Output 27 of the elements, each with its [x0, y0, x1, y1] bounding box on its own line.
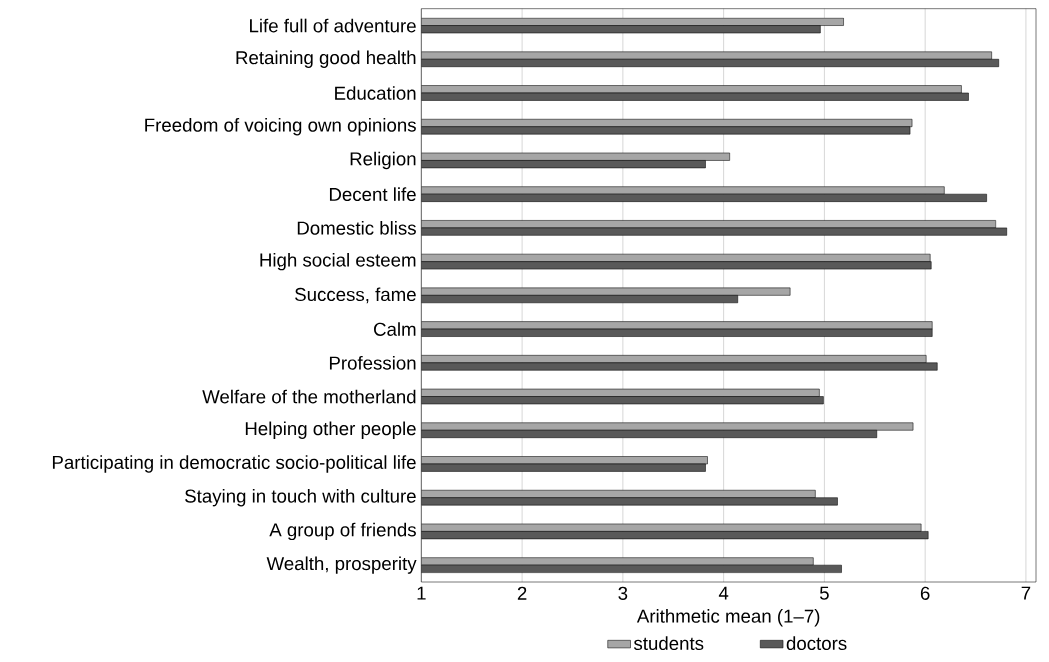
x-axis-title: Arithmetic mean (1–7): [636, 609, 820, 627]
y-tick-label: Participating in democratic socio-political life: [52, 455, 416, 473]
y-tick-label: Religion: [350, 151, 416, 170]
y-tick-label: Calm: [374, 322, 416, 336]
y-tick-label: Domestic bliss: [297, 221, 416, 235]
y-tick-label: Decent life: [329, 187, 416, 202]
x-tick-label: 5: [819, 586, 829, 600]
y-tick-label: Education: [335, 86, 416, 100]
legend-label: doctors: [786, 636, 847, 651]
y-tick-label: Staying in touch with culture: [185, 488, 416, 507]
x-tick-label: 3: [618, 586, 628, 600]
y-tick-label: Wealth, prosperity: [266, 556, 417, 574]
legend-label: students: [633, 636, 704, 651]
y-tick-label: Helping other people: [245, 421, 416, 439]
y-tick-label: Life full of adventure: [250, 18, 416, 33]
y-tick-label: A group of friends: [269, 522, 416, 541]
y-tick-label: Freedom of voicing own opinions: [145, 118, 416, 136]
y-tick-label: Welfare of the motherland: [202, 389, 416, 404]
x-tick-label: 1: [417, 586, 426, 600]
y-tick-label: Retaining good health: [236, 50, 416, 68]
x-tick-label: 6: [920, 586, 930, 600]
y-tick-label: Profession: [329, 355, 416, 370]
y-tick-label: High social esteem: [260, 252, 416, 271]
x-tick-label: 7: [1021, 586, 1031, 600]
y-tick-label: Success, fame: [295, 287, 416, 304]
x-tick-label: 2: [517, 586, 527, 600]
x-tick-label: 4: [718, 586, 729, 600]
